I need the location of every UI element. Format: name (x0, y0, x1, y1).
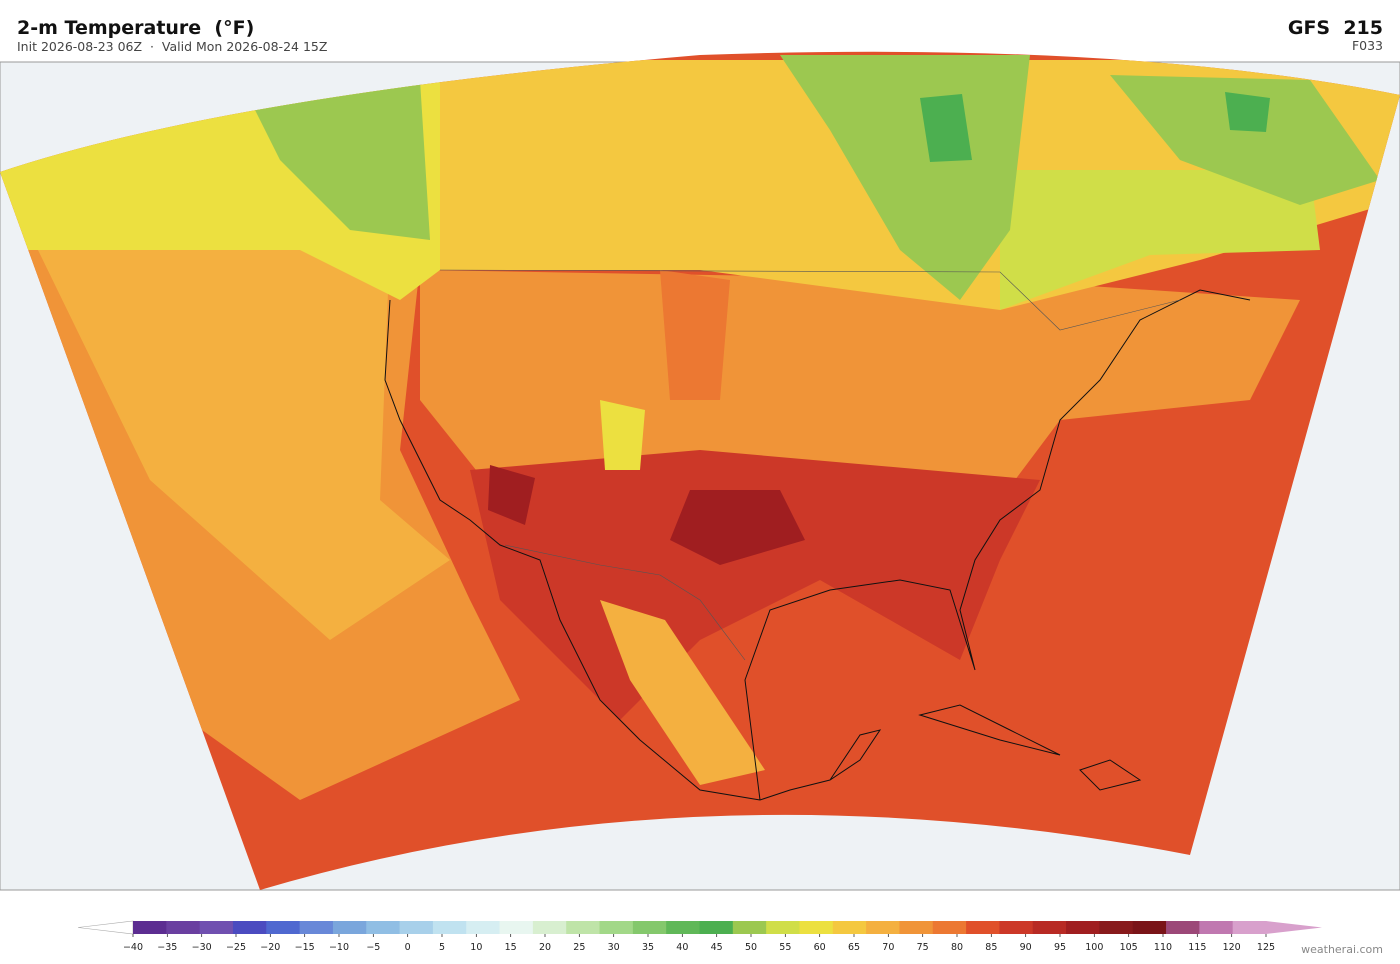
colorbar-segment (566, 921, 601, 934)
colorbar-tick-label: 20 (539, 942, 551, 953)
title: 2-m Temperature (°F) (17, 17, 254, 39)
colorbar-segment (632, 921, 667, 934)
colorbar-tick-label: −35 (157, 942, 177, 953)
subtitle: Init 2026-08-23 06Z · Valid Mon 2026-08-… (17, 39, 327, 54)
coastlines (384, 289, 1251, 801)
colorbar-segment (732, 921, 767, 934)
model: GFS 215 (1288, 17, 1383, 39)
colorbar-segment (332, 921, 367, 934)
frame: F033 (1352, 38, 1383, 53)
colorbar-segment (666, 921, 700, 934)
colorbar-tick-label: 15 (505, 942, 517, 953)
colorbar-tick-label: 85 (985, 942, 997, 953)
temperature-field (0, 51, 1400, 891)
colorbar-tick-label: 5 (439, 942, 445, 953)
colorbar-tick-label: −15 (295, 942, 315, 953)
colorbar-segment (932, 921, 967, 934)
colorbar-tick-label: 25 (573, 942, 585, 953)
colorbar-tick-label: 0 (405, 942, 411, 953)
colorbar-tick-label: 105 (1120, 942, 1138, 953)
colorbar-tick-label: 65 (848, 942, 860, 953)
colorbar-segment (899, 921, 934, 934)
colorbar-tick-label: −25 (226, 942, 246, 953)
colorbar-segment (366, 921, 401, 934)
colorbar-segment (1066, 921, 1100, 934)
colorbar-segment (599, 921, 634, 934)
colorbar-tick-label: 110 (1154, 942, 1172, 953)
colorbar-segment (266, 921, 301, 934)
colorbar-tick-label: 115 (1188, 942, 1206, 953)
colorbar-tick-label: 75 (917, 942, 929, 953)
colorbar-segment (766, 921, 800, 934)
colorbar-segment (499, 921, 534, 934)
colorbar-tick-label: −40 (123, 942, 143, 953)
colorbar-segment (133, 921, 167, 934)
colorbar-over (1266, 921, 1322, 934)
colorbar-tick-label: 90 (1020, 942, 1032, 953)
colorbar-segment (966, 921, 1000, 934)
colorbar-tick-label: 45 (711, 942, 723, 953)
colorbar-tick-label: 125 (1257, 942, 1275, 953)
colorbar-tick-label: 60 (814, 942, 826, 953)
colorbar-segment (832, 921, 867, 934)
colorbar-under (77, 920, 134, 935)
colorbar-segment (466, 921, 501, 934)
colorbar: −40 −35 −30 −25 −20 −15 −10 −5 0 5 10 15 20 25 30 35 40 4… (77, 920, 1322, 953)
colorbar-tick-label: 100 (1085, 942, 1103, 953)
colorbar-segment (232, 921, 267, 934)
borders (439, 269, 1181, 661)
colorbar-segment (432, 921, 467, 934)
colorbar-segment (1232, 921, 1267, 934)
colorbar-tick-label: 35 (642, 942, 654, 953)
colorbar-tick-label: 30 (608, 942, 620, 953)
colorbar-segment (999, 921, 1034, 934)
colorbar-segment (866, 921, 900, 934)
colorbar-segment (699, 921, 734, 934)
colorbar-segment (532, 921, 567, 934)
colorbar-tick-label: 40 (676, 942, 688, 953)
colorbar-segment (1099, 921, 1134, 934)
colorbar-segment (1032, 921, 1067, 934)
colorbar-segment (799, 921, 834, 934)
colorbar-tick-label: −5 (366, 942, 380, 953)
colorbar-segment (1199, 921, 1234, 934)
colorbar-segment (399, 921, 434, 934)
colorbar-tick-label: −30 (192, 942, 212, 953)
colorbar-segment (199, 921, 234, 934)
colorbar-tick-label: 55 (779, 942, 791, 953)
map (0, 51, 1400, 891)
colorbar-tick-label: 50 (745, 942, 757, 953)
colorbar-tick-label: 10 (470, 942, 482, 953)
colorbar-tick-label: −10 (329, 942, 349, 953)
credit: weatherai.com (1301, 943, 1383, 956)
colorbar-segment (299, 921, 334, 934)
colorbar-tick-label: 80 (951, 942, 963, 953)
colorbar-tick-label: 95 (1054, 942, 1066, 953)
colorbar-tick-label: −20 (260, 942, 280, 953)
colorbar-tick-label: 120 (1223, 942, 1241, 953)
colorbar-segment (166, 921, 201, 934)
colorbar-segment (1166, 921, 1200, 934)
colorbar-segment (1132, 921, 1167, 934)
colorbar-tick-label: 70 (882, 942, 894, 953)
